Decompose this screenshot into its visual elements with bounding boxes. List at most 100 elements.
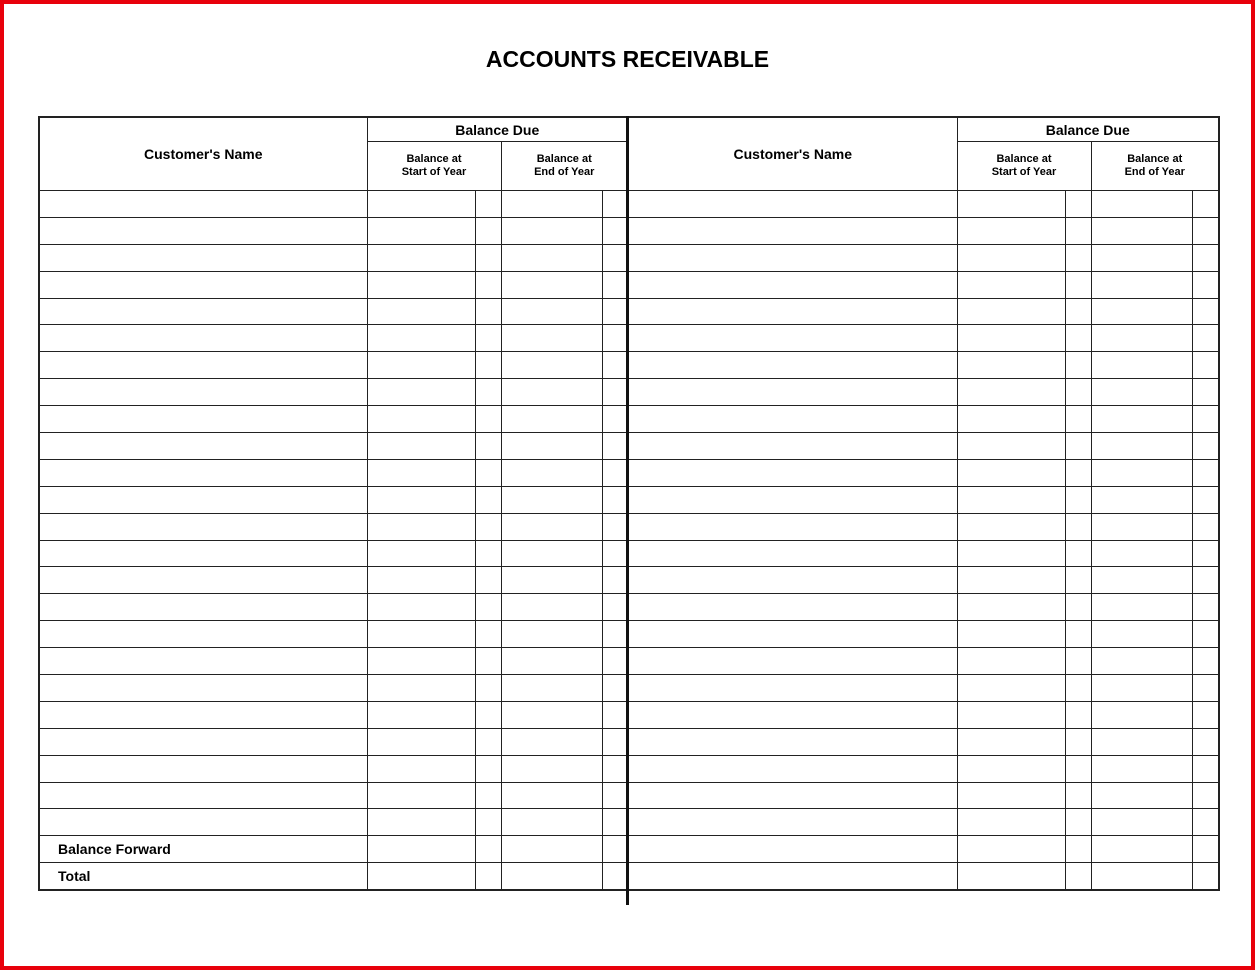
end-amount-cell[interactable] [1090,700,1193,729]
end-amount-cell[interactable] [500,297,603,326]
customer-name-cell[interactable] [627,781,958,810]
start-cents-cell[interactable] [1064,190,1092,218]
end-cents-cell[interactable] [601,216,629,245]
start-cents-cell[interactable] [1064,862,1092,891]
end-cents-cell[interactable] [1191,647,1220,676]
start-cents-cell[interactable] [474,781,502,810]
end-amount-cell[interactable] [1090,297,1193,326]
customer-name-cell[interactable] [627,378,958,407]
start-amount-cell[interactable] [366,727,476,756]
customer-name-cell[interactable] [38,754,368,783]
end-cents-cell[interactable] [1191,700,1220,729]
customer-name-cell[interactable] [627,324,958,353]
end-amount-cell[interactable] [1090,458,1193,487]
start-amount-cell[interactable] [366,190,476,218]
start-amount-cell[interactable] [366,512,476,541]
end-cents-cell[interactable] [1191,432,1220,460]
end-cents-cell[interactable] [1191,378,1220,407]
customer-name-cell[interactable] [627,566,958,595]
end-amount-cell[interactable] [1090,566,1193,595]
end-amount-cell[interactable] [500,243,603,272]
start-cents-cell[interactable] [1064,243,1092,272]
start-amount-cell[interactable] [956,835,1066,864]
start-cents-cell[interactable] [1064,458,1092,487]
start-amount-cell[interactable] [956,297,1066,326]
customer-name-cell[interactable] [627,270,958,299]
start-cents-cell[interactable] [474,190,502,218]
end-amount-cell[interactable] [1090,835,1193,864]
start-cents-cell[interactable] [1064,566,1092,595]
end-amount-cell[interactable] [500,216,603,245]
start-amount-cell[interactable] [366,458,476,487]
end-cents-cell[interactable] [601,674,629,702]
end-amount-cell[interactable] [500,754,603,783]
end-amount-cell[interactable] [1090,432,1193,460]
customer-name-cell[interactable] [627,512,958,541]
start-cents-cell[interactable] [1064,781,1092,810]
start-amount-cell[interactable] [956,432,1066,460]
end-amount-cell[interactable] [500,593,603,622]
end-cents-cell[interactable] [601,566,629,595]
end-cents-cell[interactable] [1191,512,1220,541]
start-cents-cell[interactable] [474,620,502,649]
start-amount-cell[interactable] [366,432,476,460]
start-amount-cell[interactable] [956,647,1066,676]
customer-name-cell[interactable] [38,674,368,702]
end-cents-cell[interactable] [1191,243,1220,272]
start-amount-cell[interactable] [366,754,476,783]
start-cents-cell[interactable] [1064,674,1092,702]
end-cents-cell[interactable] [601,835,629,864]
customer-name-cell[interactable] [627,485,958,514]
customer-name-cell[interactable] [38,781,368,810]
end-cents-cell[interactable] [1191,808,1220,837]
end-amount-cell[interactable] [500,512,603,541]
end-cents-cell[interactable] [601,620,629,649]
end-cents-cell[interactable] [601,270,629,299]
start-cents-cell[interactable] [1064,297,1092,326]
start-cents-cell[interactable] [474,754,502,783]
start-cents-cell[interactable] [1064,620,1092,649]
start-amount-cell[interactable] [956,405,1066,434]
end-cents-cell[interactable] [1191,485,1220,514]
customer-name-cell[interactable] [38,324,368,353]
end-amount-cell[interactable] [1090,620,1193,649]
start-cents-cell[interactable] [474,458,502,487]
customer-name-cell[interactable] [627,754,958,783]
start-cents-cell[interactable] [474,378,502,407]
customer-name-cell[interactable] [38,405,368,434]
end-amount-cell[interactable] [1090,674,1193,702]
customer-name-cell[interactable] [38,432,368,460]
start-amount-cell[interactable] [366,297,476,326]
customer-name-cell[interactable] [627,808,958,837]
end-cents-cell[interactable] [601,862,629,891]
customer-name-cell[interactable] [38,270,368,299]
start-cents-cell[interactable] [1064,835,1092,864]
end-amount-cell[interactable] [500,808,603,837]
customer-name-cell[interactable] [38,808,368,837]
start-amount-cell[interactable] [956,190,1066,218]
end-amount-cell[interactable] [500,351,603,380]
end-cents-cell[interactable] [601,647,629,676]
start-amount-cell[interactable] [956,620,1066,649]
end-amount-cell[interactable] [1090,539,1193,568]
start-amount-cell[interactable] [956,674,1066,702]
start-cents-cell[interactable] [1064,351,1092,380]
start-cents-cell[interactable] [474,835,502,864]
end-amount-cell[interactable] [500,566,603,595]
start-cents-cell[interactable] [1064,378,1092,407]
customer-name-cell[interactable] [38,620,368,649]
start-amount-cell[interactable] [366,620,476,649]
end-amount-cell[interactable] [500,862,603,891]
start-amount-cell[interactable] [956,862,1066,891]
end-amount-cell[interactable] [1090,862,1193,891]
start-amount-cell[interactable] [366,270,476,299]
end-cents-cell[interactable] [601,351,629,380]
start-amount-cell[interactable] [366,700,476,729]
end-cents-cell[interactable] [601,539,629,568]
start-amount-cell[interactable] [366,216,476,245]
end-amount-cell[interactable] [500,270,603,299]
start-cents-cell[interactable] [1064,593,1092,622]
end-amount-cell[interactable] [1090,808,1193,837]
end-cents-cell[interactable] [1191,593,1220,622]
end-amount-cell[interactable] [1090,647,1193,676]
